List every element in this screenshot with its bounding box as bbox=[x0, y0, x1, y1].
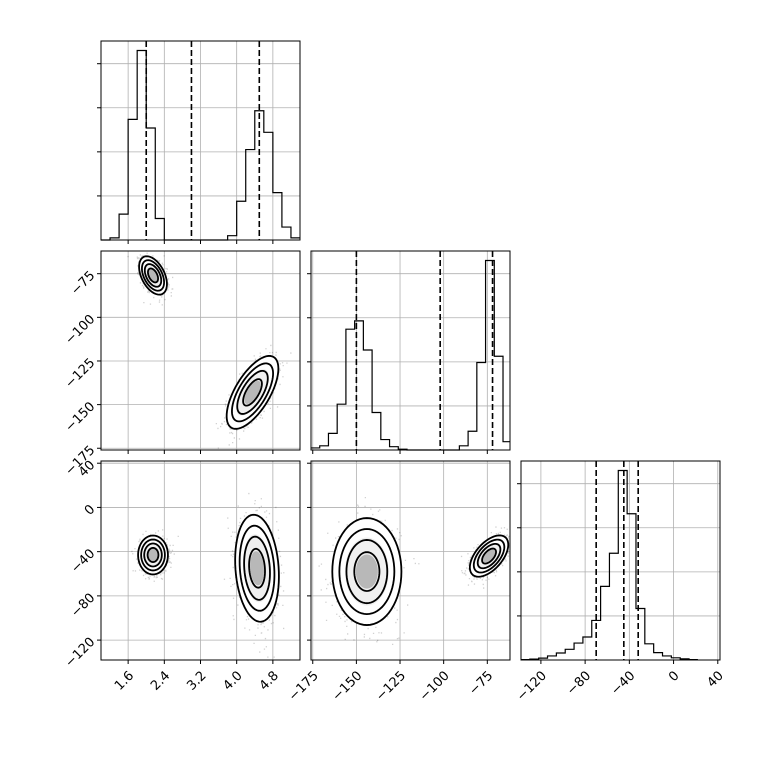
x-tick-label: −120 bbox=[514, 668, 550, 704]
scatter-panel-0-1-mode-1-contour-3 bbox=[242, 378, 263, 407]
scatter-panel-0-1-mode-0-contour-3 bbox=[147, 267, 159, 284]
scatter-panel-0-1-mode-1-contour-0 bbox=[225, 355, 280, 430]
scatter-panel-1-2-mode-1-core bbox=[482, 549, 496, 563]
x-tick-label: −125 bbox=[373, 668, 409, 704]
x-tick-label: −40 bbox=[608, 668, 638, 698]
scatter-panel-1-2-mode-1-contour-3 bbox=[481, 547, 497, 565]
hist-panel-1-step-line bbox=[311, 259, 510, 451]
hist-panel-1-frame bbox=[310, 250, 511, 451]
x-tick-label: 40 bbox=[705, 668, 727, 690]
scatter-panel-1-2: −175 −150 −125 −100 −75 bbox=[286, 460, 511, 704]
y-tick-label: −100 bbox=[62, 312, 98, 348]
x-tick-label: −75 bbox=[466, 668, 496, 698]
y-tick-label: −150 bbox=[62, 399, 98, 435]
y-tick-label: −80 bbox=[68, 591, 98, 621]
scatter-panel-1-2-mode-0-contour-0 bbox=[331, 517, 403, 626]
y-tick-label: −125 bbox=[62, 356, 98, 392]
y-tick-label: −120 bbox=[62, 635, 98, 671]
scatter-panel-1-2-frame bbox=[310, 460, 511, 661]
x-tick-label: 0 bbox=[666, 668, 682, 684]
y-tick-label: −75 bbox=[68, 268, 98, 298]
scatter-panel-1-2-points bbox=[311, 497, 510, 645]
hist-panel-1-bg bbox=[311, 251, 510, 450]
scatter-panel-0-2-mode-1-contour-3 bbox=[248, 547, 266, 589]
hist-panel-2-frame bbox=[520, 460, 721, 661]
x-tick-label: 4.8 bbox=[257, 668, 282, 693]
scatter-panel-1-2-mode-0-contour-1 bbox=[338, 528, 396, 616]
x-tick-label: −175 bbox=[286, 668, 322, 704]
scatter-panel-0-1-mode-1-contour-2 bbox=[236, 369, 269, 415]
scatter-panel-1-2-mode-0-contour-3 bbox=[353, 551, 381, 592]
scatter-panel-0-2-mode-1-contour-1 bbox=[238, 524, 276, 612]
x-tick-label: 4.0 bbox=[220, 668, 245, 693]
x-tick-label: 2.4 bbox=[148, 668, 173, 693]
x-tick-label: −80 bbox=[564, 668, 594, 698]
x-tick-label: −150 bbox=[330, 668, 366, 704]
hist-panel-2-bg bbox=[521, 461, 720, 660]
scatter-panel-1-2-mode-1-contour-1 bbox=[472, 538, 506, 574]
scatter-panel-0-2-mode-0-core bbox=[148, 548, 158, 562]
hist-panel-1 bbox=[307, 250, 511, 454]
scatter-panel-0-2-points bbox=[131, 492, 285, 658]
hist-panel-0-frame bbox=[100, 40, 301, 241]
scatter-panel-1-2-mode-1-contour-2 bbox=[476, 542, 502, 570]
scatter-panel-0-1-points bbox=[127, 252, 292, 449]
scatter-panel-0-2-mode-1-contour-0 bbox=[234, 513, 280, 623]
scatter-panel-0-2-mode-1-contour-2 bbox=[243, 535, 271, 601]
hist-panel-0 bbox=[97, 40, 301, 244]
x-tick-label: 3.2 bbox=[184, 668, 209, 693]
scatter-panel-0-2-mode-1-core bbox=[250, 551, 264, 586]
scatter-panel-0-2-frame bbox=[100, 460, 301, 661]
y-tick-label: −40 bbox=[68, 546, 98, 576]
scatter-panel-0-1-mode-1-core bbox=[244, 380, 261, 404]
scatter-panel-0-1-mode-0-contour-2 bbox=[143, 263, 163, 288]
hist-panel-2-step-line bbox=[521, 469, 698, 661]
scatter-panel-1-2-mode-0-contour-2 bbox=[345, 539, 389, 605]
scatter-panel-0-1-mode-0-contour-0 bbox=[138, 255, 168, 296]
scatter-panel-0-1-frame bbox=[100, 250, 301, 451]
x-tick-label: −100 bbox=[417, 668, 453, 704]
scatter-panel-0-2-mode-0-contour-1 bbox=[140, 538, 166, 572]
scatter-panel-0-1-mode-0-contour-1 bbox=[141, 259, 165, 292]
scatter-panel-1-2-mode-0-core bbox=[355, 554, 378, 589]
x-tick-label: 1.6 bbox=[112, 668, 137, 693]
scatter-panel-0-2-mode-0-contour-0 bbox=[137, 534, 169, 576]
scatter-panel-0-1: −175−150−125−100−75 bbox=[62, 250, 301, 479]
scatter-panel-0-1-mode-1-contour-1 bbox=[231, 362, 274, 423]
scatter-panel-0-2-mode-0-contour-3 bbox=[146, 546, 160, 563]
scatter-panel-1-2-mode-1-contour-0 bbox=[468, 534, 510, 578]
y-tick-label: 0 bbox=[82, 502, 98, 518]
hist-panel-2: −120 −80 −40 0 40 bbox=[514, 460, 727, 704]
scatter-panel-0-2-mode-0-contour-2 bbox=[143, 542, 163, 568]
